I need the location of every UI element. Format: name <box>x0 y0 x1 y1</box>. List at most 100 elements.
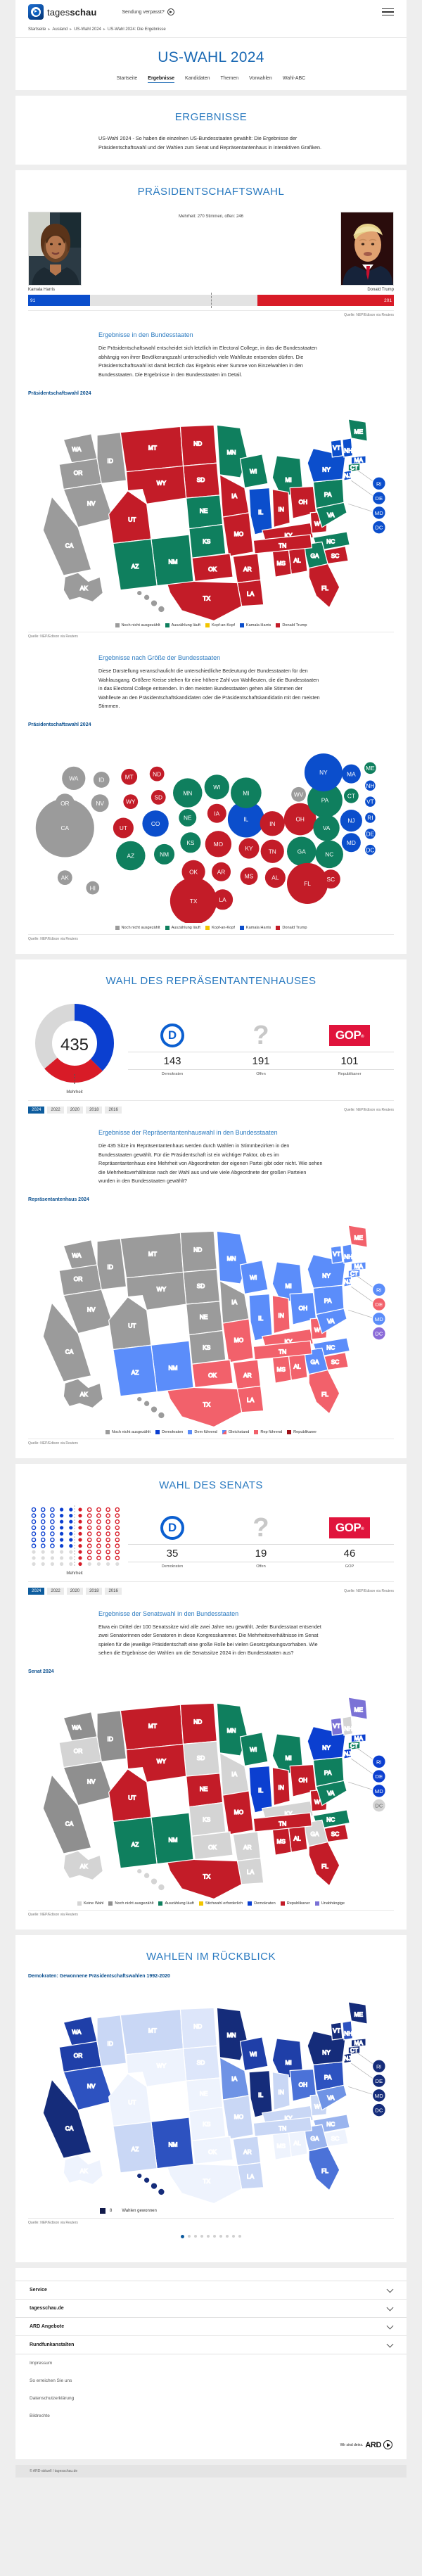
svg-text:IN: IN <box>279 1312 284 1319</box>
tab-ergebnisse[interactable]: Ergebnisse <box>148 76 175 83</box>
breadcrumb-item-0[interactable]: Startseite <box>28 27 46 32</box>
footer-link-impressum[interactable]: Impressum <box>30 2361 53 2366</box>
sendung-verpasst-link[interactable]: Sendung verpasst? <box>122 8 174 15</box>
carousel-dot[interactable] <box>207 2235 210 2238</box>
year-tab-2024[interactable]: 2024 <box>28 1107 45 1114</box>
svg-text:AZ: AZ <box>132 562 139 569</box>
svg-text:NH: NH <box>344 447 352 454</box>
footer-accordion-ard-angebote[interactable]: ARD Angebote <box>15 2318 407 2336</box>
svg-text:MO: MO <box>234 1337 244 1344</box>
year-tab-2020[interactable]: 2020 <box>66 1107 84 1114</box>
svg-text:IL: IL <box>258 2091 263 2098</box>
president-choropleth-map[interactable]: WA OR ID NV CA MT ND SD WY UT NE KS MN W… <box>15 399 407 621</box>
carousel-dot[interactable] <box>238 2235 241 2238</box>
trump-photo <box>340 212 394 286</box>
footer-link-bildrechte[interactable]: Bildrechte <box>30 2414 50 2418</box>
svg-text:GA: GA <box>310 1830 319 1837</box>
bubble-map-source: Quelle: NEP/Edison via Reuters <box>28 937 78 942</box>
tab-vorwahlen[interactable]: Vorwahlen <box>249 76 272 81</box>
retro-source: Quelle: NEP/Edison via Reuters <box>28 2221 78 2225</box>
year-tab-2024[interactable]: 2024 <box>28 1587 45 1595</box>
harris-photo <box>28 212 82 286</box>
year-tab-2016[interactable]: 2016 <box>105 1107 122 1114</box>
open-bar <box>90 295 257 306</box>
legend-item-harris: Kamala Harris <box>239 623 271 628</box>
carousel-dot-active[interactable] <box>181 2235 184 2238</box>
intro-title: ERGEBNISSE <box>174 111 248 123</box>
footer-link-datenschutz[interactable]: Datenschutzerklärung <box>30 2396 75 2401</box>
svg-text:KY: KY <box>285 1810 293 1817</box>
svg-text:MS: MS <box>276 2143 286 2150</box>
svg-text:AL: AL <box>293 1835 301 1842</box>
house-dem-value: 143 <box>128 1052 217 1071</box>
breadcrumb-item-1[interactable]: Ausland <box>52 27 68 32</box>
ard-branding: Wir sind deins. ARD <box>15 2425 407 2459</box>
year-tab-2020[interactable]: 2020 <box>66 1587 84 1595</box>
carousel-dot[interactable] <box>232 2235 235 2238</box>
president-source: Quelle: NEP/Edison via Reuters <box>344 313 394 318</box>
senate-open-value: 19 <box>217 1544 305 1563</box>
senate-choropleth-map[interactable]: WA OR ID NV CA MT ND SD WY UT NE KS MN W… <box>15 1677 407 1899</box>
senate-map-legend: Keine Wahl Noch nicht ausgezählt Auszähl… <box>15 1899 407 1906</box>
tagesschau-logo[interactable]: tagesschau <box>28 4 96 20</box>
legend-item-demokraten: Demokraten <box>248 1901 276 1906</box>
house-choropleth-map[interactable]: WA OR ID NV CA MT ND SD WY UT NE KS MN W… <box>15 1205 407 1427</box>
breadcrumb-item-2[interactable]: US-Wahl 2024 <box>74 27 101 32</box>
tab-themen[interactable]: Themen <box>220 76 239 81</box>
ard-logo-icon <box>28 4 44 20</box>
svg-text:AZ: AZ <box>132 2145 139 2153</box>
carousel-dots[interactable] <box>15 2225 407 2250</box>
trump-name: Donald Trump <box>367 288 394 293</box>
carousel-dot[interactable] <box>200 2235 203 2238</box>
svg-text:NE: NE <box>200 1785 208 1792</box>
svg-text:NV: NV <box>87 2083 96 2090</box>
house-dem-label: Demokraten <box>161 1072 184 1077</box>
svg-text:NH: NH <box>366 782 374 789</box>
year-tab-2022[interactable]: 2022 <box>47 1587 64 1595</box>
carousel-dot[interactable] <box>194 2235 197 2238</box>
democrat-logo-icon: D <box>160 1516 184 1541</box>
house-section: WAHL DES REPRÄSENTANTENHAUSES 435 Mehrhe… <box>15 959 407 1458</box>
legend-item-nicht-ausgezaehlt: Noch nicht ausgezählt <box>115 926 160 931</box>
carousel-dot[interactable] <box>219 2235 222 2238</box>
president-bubble-map[interactable]: CA WA OR NV ID MT ND SD WY UT CO AZ NM N… <box>15 730 407 924</box>
retro-choropleth-map[interactable]: WA OR ID NV CA MT ND SD WY UT NE KS MN W… <box>15 1982 407 2204</box>
carousel-dot[interactable] <box>226 2235 229 2238</box>
tab-startseite[interactable]: Startseite <box>116 76 138 81</box>
menu-button[interactable] <box>382 8 394 16</box>
carousel-dot[interactable] <box>213 2235 216 2238</box>
svg-text:DC: DC <box>366 846 374 853</box>
senate-rep-value: 46 <box>305 1544 394 1563</box>
svg-text:AL: AL <box>293 2140 301 2147</box>
svg-text:KS: KS <box>203 2121 211 2128</box>
carousel-dot[interactable] <box>188 2235 191 2238</box>
footer-accordion-service[interactable]: Service <box>15 2281 407 2300</box>
tab-kandidaten[interactable]: Kandidaten <box>185 76 210 81</box>
svg-text:NY: NY <box>322 1273 331 1280</box>
house-map-source: Quelle: NEP/Edison via Reuters <box>28 1441 78 1446</box>
footer-accordion-rundfunkanstalten[interactable]: Rundfunkanstalten <box>15 2336 407 2354</box>
svg-text:MN: MN <box>183 789 192 796</box>
house-summary: 435 Mehrheit D 143 Demokraten ? 191 Offe… <box>15 998 407 1095</box>
svg-text:ME: ME <box>354 1235 364 1242</box>
section-nav: Startseite Ergebnisse Kandidaten Themen … <box>15 76 407 83</box>
tab-wahlabc[interactable]: Wahl-ABC <box>282 76 306 81</box>
svg-text:AZ: AZ <box>127 853 134 860</box>
house-total: 435 <box>60 1035 89 1054</box>
svg-text:TN: TN <box>279 1348 286 1356</box>
senate-majority-caption: Mehrheit <box>66 1571 83 1576</box>
svg-text:VA: VA <box>327 511 335 518</box>
ard-wordmark: ARD <box>365 2440 381 2449</box>
harris-bar: 91 <box>28 295 90 307</box>
year-tab-2018[interactable]: 2018 <box>86 1587 103 1595</box>
svg-text:OR: OR <box>74 468 82 476</box>
year-tab-2016[interactable]: 2016 <box>105 1587 122 1595</box>
svg-text:TN: TN <box>279 2125 286 2132</box>
footer-accordion-tagesschau[interactable]: tagesschau.de <box>15 2300 407 2318</box>
year-tab-2018[interactable]: 2018 <box>86 1107 103 1114</box>
year-tab-2022[interactable]: 2022 <box>47 1107 64 1114</box>
house-source: Quelle: NEP/Edison via Reuters <box>344 1108 394 1113</box>
president-headtohead: Kamala Harris Mehrheit: 270 Stimmen, off… <box>15 209 407 309</box>
footer-link-kontakt[interactable]: So erreichen Sie uns <box>30 2378 72 2383</box>
svg-text:MO: MO <box>214 841 224 848</box>
